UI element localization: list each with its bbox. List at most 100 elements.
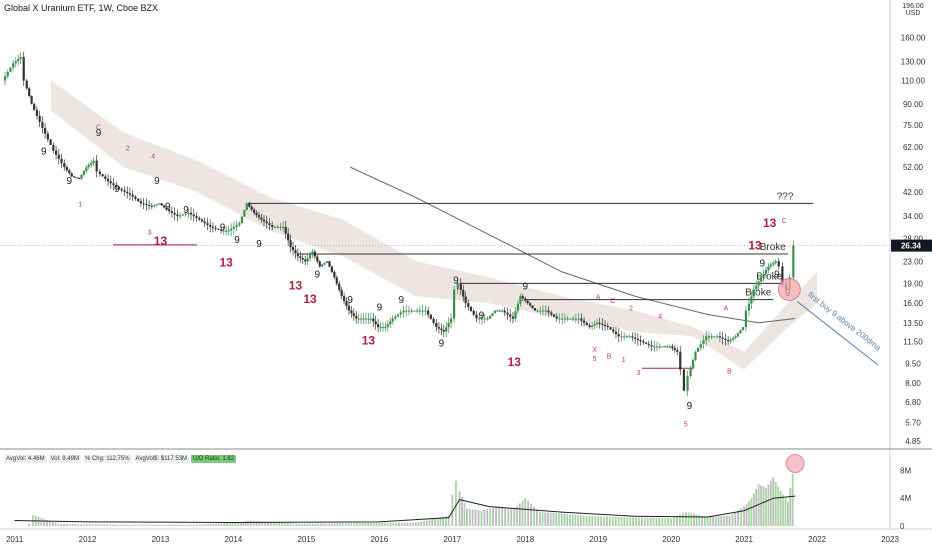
candle-body [767, 266, 770, 271]
candle-body [379, 327, 382, 329]
candle-body [595, 322, 599, 325]
candle-body [529, 303, 532, 306]
candle-body [35, 109, 39, 116]
volume-bar [339, 523, 342, 526]
volume-bar [579, 515, 582, 526]
avgvol-stat: AvgVol: 4.46M [4, 455, 47, 463]
candle-body [338, 283, 341, 290]
candle-body [739, 330, 742, 334]
candle-body [472, 310, 475, 315]
candle-body [623, 336, 626, 338]
candle-body [741, 327, 744, 331]
volume-bar [431, 519, 434, 526]
volume-bar [223, 523, 226, 526]
candle-body [416, 310, 419, 312]
candle-body [333, 272, 336, 278]
candle-body [235, 225, 238, 227]
volume-bar [111, 524, 114, 526]
candle-body [386, 324, 389, 328]
candle-body [539, 310, 542, 312]
candle-body [369, 318, 372, 320]
volume-bar [406, 522, 409, 526]
candle-body [432, 318, 435, 323]
candle-body [123, 190, 126, 192]
candle-body [82, 171, 85, 175]
candle-body [65, 167, 68, 171]
volume-bar [403, 522, 406, 526]
volume-bar [358, 523, 361, 526]
candle-body [686, 376, 689, 391]
price-tag-box [891, 239, 932, 252]
volume-bar [207, 524, 209, 526]
candle-body [54, 150, 58, 155]
volume-bar [66, 524, 68, 526]
candle-body [407, 310, 411, 312]
candle-body [612, 329, 615, 332]
candle-body [323, 262, 326, 265]
volume-bar [123, 524, 125, 526]
candle-body [402, 310, 405, 313]
candle-body [165, 207, 168, 210]
candle-body [112, 183, 115, 186]
volume-bar [370, 522, 372, 526]
volume-bar [184, 524, 187, 526]
candle-body [647, 343, 650, 346]
candle-body [598, 322, 601, 324]
candle-body [449, 318, 453, 323]
volume-bar [518, 503, 521, 526]
candle-body [296, 253, 299, 257]
count-small-label: X [592, 347, 597, 354]
count-small-label: C [96, 125, 101, 132]
price-tick-label: 6.80 [905, 398, 921, 407]
volume-bar [176, 524, 179, 526]
count-nine: 9 [347, 295, 353, 306]
volume-bar [320, 523, 322, 526]
volume-bar [574, 514, 577, 526]
volume-bar [414, 522, 417, 526]
candle-body [33, 103, 36, 110]
count-small-label: C [782, 218, 787, 225]
count-nine: 9 [114, 184, 120, 195]
candle-body [603, 324, 607, 327]
volume-bar [629, 517, 632, 526]
currency-unit-label: USD [906, 10, 921, 17]
candle-body [552, 314, 556, 317]
volume-bar [198, 524, 201, 526]
volume-bar [676, 515, 678, 526]
volume-bar [272, 522, 275, 526]
volume-bar [57, 523, 60, 526]
candle-body [57, 154, 60, 159]
volume-bar [74, 524, 77, 526]
volume-bar [737, 510, 740, 526]
volume-bar [643, 517, 646, 526]
volume-bar [389, 522, 392, 526]
candle-body [653, 346, 656, 348]
candle-body [585, 322, 588, 325]
volume-bar [255, 521, 258, 526]
volume-bar [439, 517, 442, 526]
candle-body [328, 261, 331, 267]
volume-bar [381, 522, 384, 526]
volume-bar [772, 477, 775, 526]
price-tick-label: 8.00 [905, 379, 921, 388]
candle-body [139, 201, 142, 204]
count-small-label: 5 [593, 356, 597, 363]
volume-bar [120, 524, 123, 526]
candle-body [282, 226, 285, 228]
candle-body [493, 310, 496, 314]
volume-bar [292, 523, 295, 526]
volume-bar [477, 510, 480, 526]
volume-bar [234, 522, 237, 526]
candle-body [163, 205, 166, 208]
price-tick-label: 19.00 [903, 279, 924, 288]
candle-body [77, 177, 81, 179]
candle-body [360, 318, 363, 320]
volume-bar [68, 524, 71, 526]
volume-bar [317, 523, 320, 526]
avgdollar-stat: AvgVol$: $117.53M [133, 455, 190, 463]
candle-body [265, 221, 268, 224]
volume-bar [701, 515, 704, 526]
candle-body [421, 310, 424, 312]
volume-bar [646, 517, 649, 526]
